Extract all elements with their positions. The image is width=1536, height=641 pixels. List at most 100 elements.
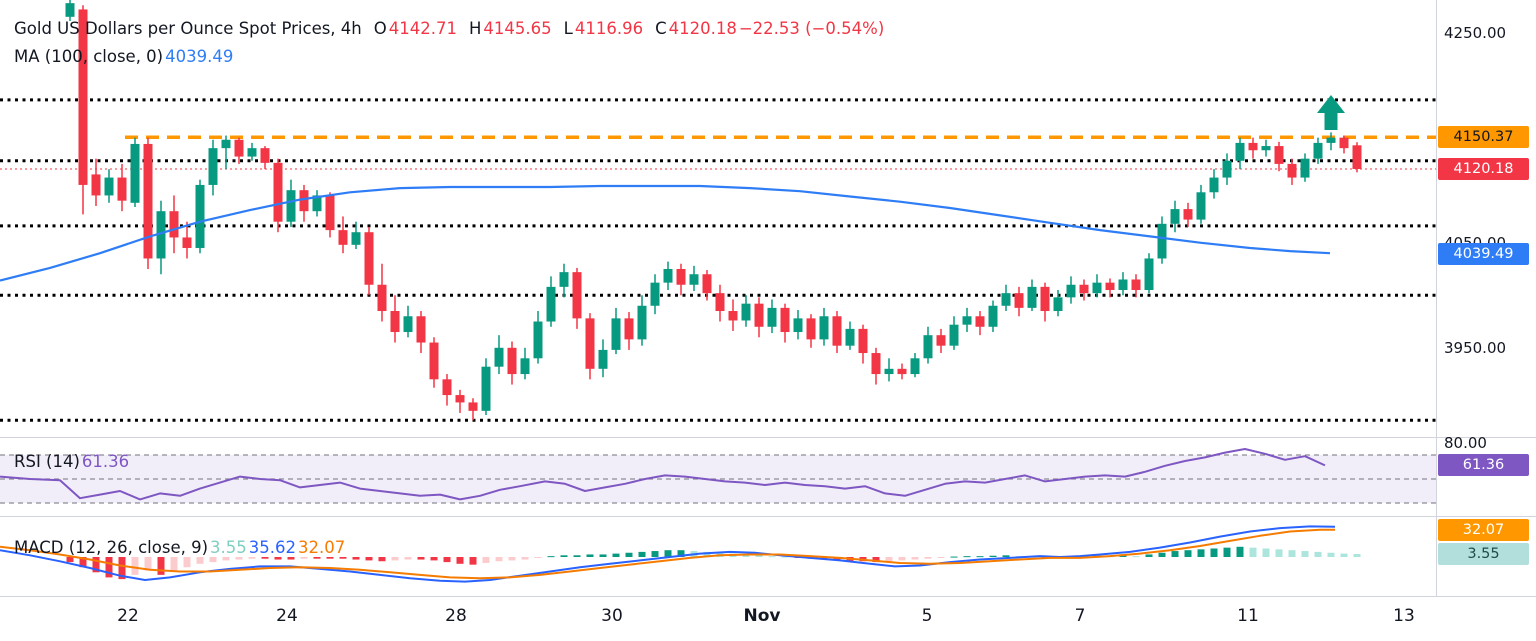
open-value: 4142.71: [388, 19, 457, 38]
candle-body: [598, 349, 608, 369]
macd-histogram-bar: [521, 557, 529, 560]
candle-body: [481, 366, 491, 411]
candle-body: [104, 177, 114, 196]
macd-histogram-bar: [898, 557, 906, 561]
macd-histogram-bar: [534, 557, 542, 558]
macd-signal-line[interactable]: [0, 528, 1336, 580]
macd-histogram-bar: [755, 555, 763, 557]
candle-body: [559, 272, 569, 287]
up-arrow-drawing[interactable]: [1317, 95, 1345, 130]
time-axis-label: 28: [445, 606, 467, 626]
symbol-title[interactable]: Gold US Dollars per Ounce Spot Prices, 4…: [14, 19, 362, 38]
price-badge: 61.36: [1438, 454, 1529, 477]
candle-body: [806, 318, 816, 340]
candle-body: [65, 3, 75, 17]
low-value: 4116.96: [574, 19, 644, 38]
candle-body: [1326, 137, 1336, 143]
macd-histogram-bar: [677, 550, 685, 557]
candle-body: [312, 195, 322, 212]
candle-body: [169, 211, 179, 238]
ma-indicator-label[interactable]: MA (100, close, 0): [14, 47, 164, 66]
price-badge: 4120.18: [1438, 157, 1529, 180]
main-legend-row: Gold US Dollars per Ounce Spot Prices, 4…: [14, 19, 884, 38]
macd-histogram-bar: [118, 557, 126, 580]
price-badge: 32.07: [1438, 518, 1529, 541]
candle-body: [156, 211, 166, 259]
candle-body: [871, 353, 881, 375]
candle-body: [1196, 192, 1206, 220]
rsi-value: 61.36: [81, 452, 130, 471]
candle-body: [520, 358, 530, 375]
candle-body: [858, 328, 868, 354]
candle-body: [1079, 284, 1089, 294]
candle-body: [325, 195, 335, 231]
candle-body: [650, 282, 660, 306]
candle-body: [611, 318, 621, 350]
rsi-indicator-label[interactable]: RSI (14): [14, 452, 80, 471]
macd-histogram-bar: [222, 557, 230, 561]
ma-value: 4039.49: [165, 47, 234, 66]
macd-histogram-bar: [885, 557, 893, 562]
candle-body: [429, 342, 439, 380]
high-value: 4145.65: [483, 19, 552, 38]
candle-body: [923, 335, 933, 359]
ma100-line[interactable]: [0, 184, 1331, 282]
candle-body: [832, 316, 842, 346]
candle-body: [754, 303, 764, 327]
macd-histogram-bar: [625, 552, 633, 557]
candle-body: [1014, 293, 1024, 308]
macd-histogram-bar: [339, 557, 347, 559]
macd-histogram-bar: [963, 556, 971, 558]
candle-body: [1092, 282, 1102, 294]
macd-histogram-bar: [391, 557, 399, 561]
candle-body: [572, 272, 582, 319]
macd-histogram-bar: [313, 557, 321, 559]
macd-histogram-bar: [365, 557, 373, 561]
macd-histogram-bar: [703, 551, 711, 557]
candle-body: [234, 139, 244, 157]
macd-line-value: 35.62: [248, 538, 297, 557]
rsi-line[interactable]: [0, 448, 1326, 501]
macd-signal-value: 32.07: [298, 538, 346, 557]
candle-body: [1235, 142, 1245, 161]
candle-body: [403, 316, 413, 333]
macd-indicator-label[interactable]: MACD (12, 26, close, 9): [14, 538, 209, 557]
candle-body: [741, 303, 751, 321]
open-label: O: [373, 19, 387, 38]
candle-body: [1209, 177, 1219, 193]
macd-histogram-bar: [508, 557, 516, 561]
low-label: L: [563, 19, 573, 38]
candle-body: [585, 318, 595, 369]
candle-body: [1131, 279, 1141, 290]
candle-body: [845, 328, 855, 346]
macd-histogram-bar: [1197, 549, 1205, 557]
price-badge: 4150.37: [1438, 126, 1529, 149]
macd-histogram-bar: [1340, 553, 1348, 557]
macd-histogram-bar: [1002, 555, 1010, 557]
time-axis-label: Nov: [743, 606, 781, 626]
macd-histogram-bar: [612, 553, 620, 557]
macd-histogram-bar: [66, 557, 74, 563]
macd-histogram-bar: [911, 557, 919, 560]
ma-legend-row: MA (100, close, 0) 4039.49: [14, 47, 233, 66]
candle-body: [1053, 297, 1063, 312]
macd-histogram-bar: [1171, 551, 1179, 557]
candle-body: [910, 358, 920, 375]
macd-histogram-bar: [742, 554, 750, 557]
candle-body: [1170, 209, 1180, 224]
macd-line[interactable]: [0, 525, 1336, 583]
candle-body: [1274, 146, 1284, 164]
candle-body: [208, 148, 218, 185]
candle-body: [416, 316, 426, 343]
candle-body: [221, 139, 231, 149]
macd-histogram-bar: [183, 557, 191, 568]
macd-histogram-bar: [573, 555, 581, 557]
candle-body: [143, 143, 153, 259]
rsi-legend-row: RSI (14) 61.36: [14, 452, 129, 471]
candle-body: [377, 284, 387, 312]
close-value: 4120.18: [668, 19, 737, 38]
candle-body: [728, 311, 738, 321]
